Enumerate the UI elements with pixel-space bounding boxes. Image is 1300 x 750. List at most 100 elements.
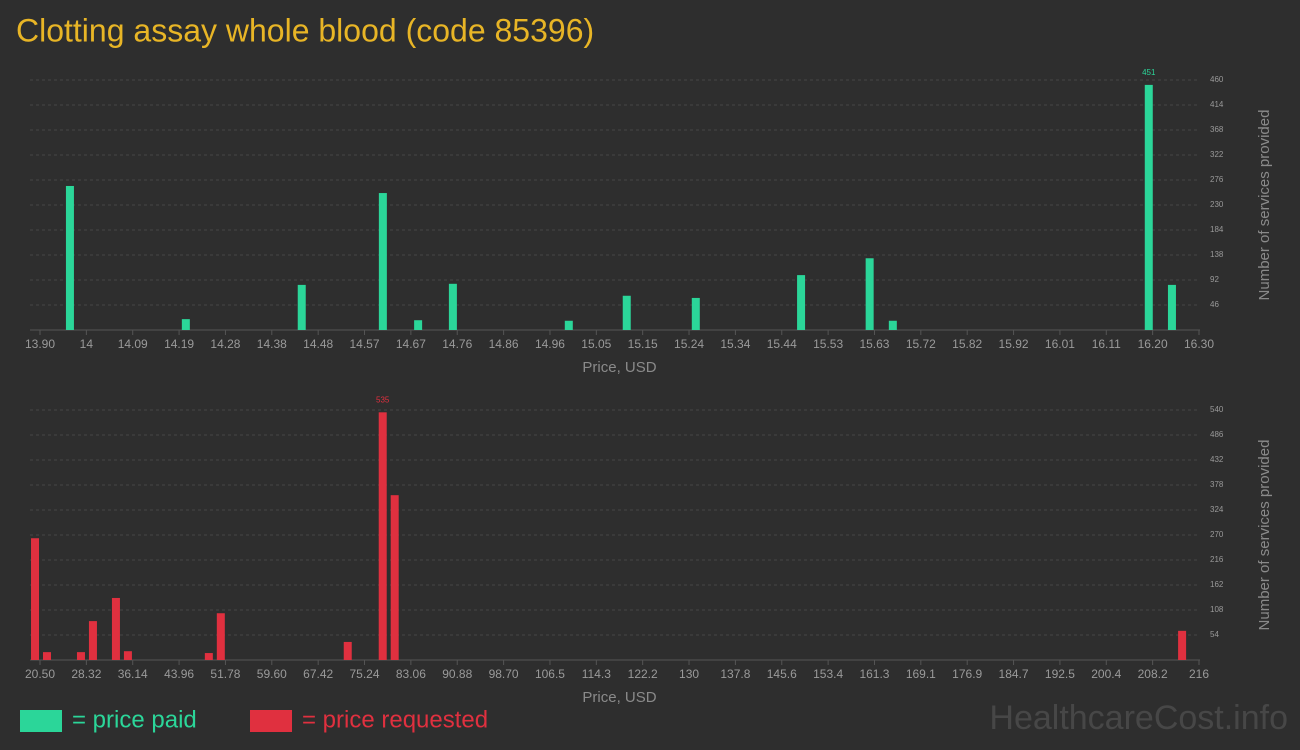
x-tick-label: 16.20 [1138,337,1168,351]
y-tick-label: 486 [1210,430,1224,439]
x-tick-label: 59.60 [257,667,287,681]
y-tick-label: 276 [1210,175,1224,184]
x-tick-label: 20.50 [25,667,55,681]
y-tick-label: 46 [1210,300,1219,309]
x-tick-label: 14.38 [257,337,287,351]
bar [564,320,573,330]
bar [865,258,874,330]
x-tick-label: 208.2 [1138,667,1168,681]
bar [390,495,399,660]
x-tick-label: 15.44 [767,337,797,351]
x-tick-label: 106.5 [535,667,565,681]
bar [622,295,631,330]
y-tick-label: 414 [1210,100,1224,109]
x-tick-label: 67.42 [303,667,333,681]
bar [181,319,190,330]
y-tick-label: 54 [1210,630,1219,639]
x-tick-label: 15.92 [999,337,1029,351]
x-tick-label: 122.2 [628,667,658,681]
y-axis-title: Number of services provided [1256,110,1273,301]
bar [204,653,213,660]
y-tick-label: 460 [1210,75,1224,84]
chart-title: Clotting assay whole blood (code 85396) [16,12,594,48]
x-tick-label: 14.28 [210,337,240,351]
x-tick-label: 176.9 [952,667,982,681]
x-tick-label: 114.3 [582,667,611,681]
x-tick-label: 192.5 [1045,667,1075,681]
y-tick-label: 108 [1210,605,1224,614]
y-tick-label: 138 [1210,250,1224,259]
bar [414,320,423,330]
x-tick-label: 98.70 [489,667,519,681]
y-tick-label: 92 [1210,275,1219,284]
bar [297,284,306,330]
x-axis-title: Price, USD [582,689,656,706]
x-tick-label: 14.96 [535,337,565,351]
x-tick-label: 51.78 [210,667,240,681]
x-tick-label: 15.24 [674,337,704,351]
x-tick-label: 216 [1189,667,1209,681]
y-tick-label: 432 [1210,455,1224,464]
x-tick-label: 14.09 [118,337,148,351]
x-tick-label: 184.7 [999,667,1029,681]
bar [76,652,85,660]
x-tick-label: 36.14 [118,667,148,681]
y-tick-label: 184 [1210,225,1224,234]
x-tick-label: 14.67 [396,337,426,351]
y-tick-label: 368 [1210,125,1224,134]
x-tick-label: 13.90 [25,337,55,351]
bar [1178,630,1187,660]
y-tick-label: 162 [1210,580,1224,589]
legend-swatch [250,710,292,732]
bar [378,193,387,330]
x-tick-label: 153.4 [813,667,843,681]
x-tick-label: 169.1 [906,667,936,681]
bar [65,185,74,330]
y-tick-label: 324 [1210,505,1224,514]
x-tick-label: 15.72 [906,337,936,351]
x-tick-label: 14 [80,337,94,351]
bar [31,538,40,660]
x-tick-label: 14.86 [489,337,519,351]
y-tick-label: 322 [1210,150,1224,159]
bar [448,283,457,330]
bar [216,613,225,660]
x-tick-label: 14.19 [164,337,194,351]
legend-label: = price paid [72,706,197,733]
x-tick-label: 16.01 [1045,337,1075,351]
x-tick-label: 14.76 [442,337,472,351]
bar [1144,84,1153,331]
y-tick-label: 540 [1210,405,1224,414]
data-label: 535 [376,395,390,404]
bar [42,652,51,660]
x-tick-label: 161.3 [859,667,889,681]
x-tick-label: 15.53 [813,337,843,351]
x-tick-label: 137.8 [720,667,750,681]
x-tick-label: 28.32 [71,667,101,681]
x-axis-title: Price, USD [582,359,656,376]
watermark: HealthcareCost.info [989,699,1288,737]
x-tick-label: 83.06 [396,667,426,681]
x-tick-label: 130 [679,667,699,681]
legend-swatch [20,710,62,732]
y-tick-label: 230 [1210,200,1224,209]
bar [888,320,897,330]
y-tick-label: 216 [1210,555,1224,564]
y-axis-title: Number of services provided [1256,440,1273,631]
y-tick-label: 378 [1210,480,1224,489]
x-tick-label: 75.24 [350,667,380,681]
x-tick-label: 15.82 [952,337,982,351]
x-tick-label: 15.63 [859,337,889,351]
legend-label: = price requested [302,706,488,733]
x-tick-label: 15.15 [628,337,658,351]
x-tick-label: 16.30 [1184,337,1214,351]
data-label: 451 [1142,68,1156,77]
x-tick-label: 14.48 [303,337,333,351]
bar [797,275,806,330]
bar [1167,284,1176,330]
x-tick-label: 14.57 [350,337,380,351]
bar [123,651,132,660]
